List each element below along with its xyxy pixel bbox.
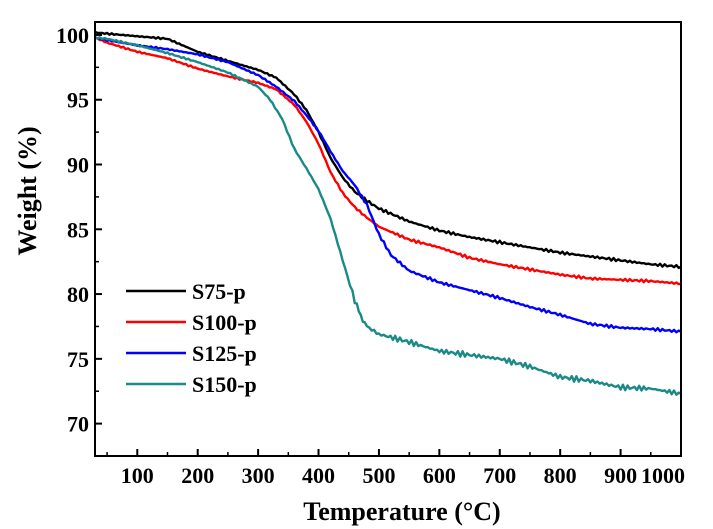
series-line-s100-p [94, 36, 682, 286]
x-tick-label: 800 [544, 463, 577, 488]
x-tick-label: 600 [423, 463, 456, 488]
y-tick-label: 85 [67, 217, 89, 242]
legend: S75-p S100-p S125-p S150-p [126, 279, 257, 397]
y-tick-label: 70 [67, 412, 89, 437]
axes-layer [94, 21, 682, 457]
plot-frame [94, 21, 682, 457]
x-axis-title: Temperature (°C) [303, 497, 500, 526]
y-tick-label: 75 [67, 347, 89, 372]
y-tick-label: 80 [67, 282, 89, 307]
series-layer [94, 30, 682, 396]
series-line-s75-p [94, 30, 682, 270]
tick-layer: 100 200 300 400 500 600 700 800 900 1000 70 75 80 85 9… [56, 23, 685, 488]
x-tick-label: 100 [121, 463, 154, 488]
x-tick-label: 400 [302, 463, 335, 488]
x-tick-label: 200 [181, 463, 214, 488]
x-tick-label: 300 [242, 463, 275, 488]
x-tick-label: 500 [362, 463, 395, 488]
legend-label: S125-p [192, 341, 257, 366]
legend-label: S75-p [192, 279, 246, 304]
x-tick-label: 1000 [641, 463, 685, 488]
legend-label: S100-p [192, 310, 257, 335]
series-line-s125-p [94, 36, 682, 334]
legend-label: S150-p [192, 372, 257, 397]
y-axis-title: Weight (%) [13, 126, 42, 255]
y-tick-label: 100 [56, 23, 89, 48]
x-tick-label: 700 [483, 463, 516, 488]
y-tick-label: 95 [67, 88, 89, 113]
x-tick-label: 900 [604, 463, 637, 488]
y-tick-label: 90 [67, 153, 89, 178]
series-line-s150-p [94, 36, 682, 396]
